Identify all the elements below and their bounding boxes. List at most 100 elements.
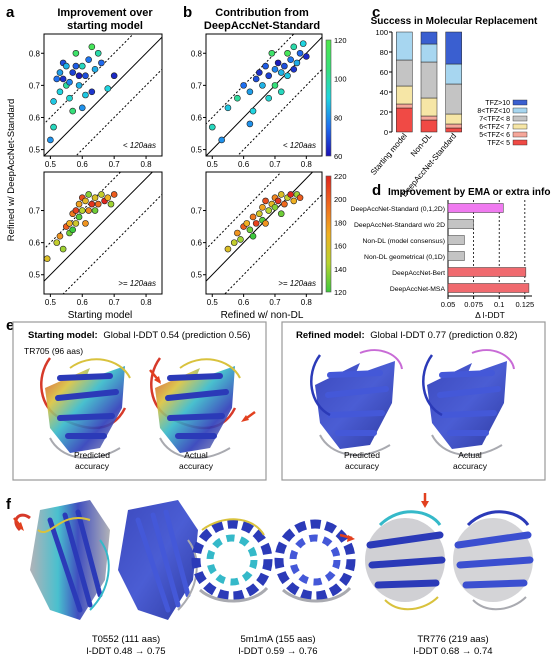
data-point — [234, 229, 241, 237]
legend-label: 5<TFZ< 6 — [479, 132, 510, 139]
data-point — [78, 62, 86, 70]
start-title-rest: Global l-DDT 0.54 (prediction 0.56) — [103, 330, 250, 341]
data-point — [240, 82, 247, 89]
data-point — [265, 207, 273, 214]
y-tick-label: 0.6 — [29, 239, 41, 248]
colorbar-bottom: 120 140 160 180 200 220 — [325, 172, 347, 297]
y-tick-label: 0.6 — [191, 239, 203, 248]
bar — [447, 267, 527, 277]
panel-letter-a: a — [6, 4, 15, 21]
stacked-bar-segment — [445, 123, 462, 129]
data-point — [88, 88, 96, 96]
x-tick-label: 0.8 — [140, 160, 152, 169]
data-point — [246, 226, 254, 234]
predicted-label-1: Predicted — [74, 450, 110, 460]
diagonal-line — [206, 36, 322, 156]
data-point — [107, 200, 115, 208]
data-point — [277, 191, 285, 198]
stacked-bar-segment — [396, 31, 413, 61]
data-point — [104, 194, 112, 201]
x-tick-label: 0.8 — [140, 298, 152, 307]
panel-a-title-line1: Improvement over — [57, 7, 153, 19]
actual-label-2: accuracy — [179, 461, 214, 471]
x-tick-label: 0.5 — [45, 298, 57, 307]
data-point — [82, 72, 89, 80]
legend-label: TFZ< 5 — [487, 140, 510, 147]
data-point — [262, 197, 269, 205]
size-annotation: >= 120aas — [118, 279, 156, 288]
category-label: Non-DL (model consensus) — [363, 238, 445, 245]
data-point — [277, 88, 285, 96]
panel-e-refined-box: Refined model: Global l-DDT 0.77 (predic… — [281, 321, 546, 481]
panel-a-ylabel: Refined w/ DeepAccNet-Standard — [6, 99, 17, 242]
start-title-bold: Starting model: — [28, 330, 98, 341]
data-point — [85, 56, 92, 63]
data-point — [91, 194, 99, 201]
data-point — [69, 69, 77, 76]
data-point — [66, 94, 73, 102]
panel-letter-d: d — [372, 182, 381, 199]
panel-d-title: Improvement by EMA or extra info — [388, 187, 550, 198]
bar — [447, 283, 530, 293]
data-point — [274, 59, 282, 67]
stacked-bar-segment — [396, 107, 413, 133]
x-tick-label: 0.6 — [77, 160, 89, 169]
data-point — [66, 78, 73, 86]
x-tick-label: 0.1 — [494, 300, 504, 309]
data-point — [296, 49, 304, 57]
size-annotation: >= 120aas — [278, 279, 316, 288]
y-tick-label: 100 — [375, 28, 388, 37]
data-point — [56, 232, 64, 240]
stacked-bar-segment — [445, 63, 462, 85]
category-label: DeepAccNet-Standard w/o 2D — [354, 222, 445, 229]
data-point — [88, 43, 96, 51]
data-point — [287, 56, 294, 63]
data-point — [82, 197, 89, 205]
legend-swatch — [512, 131, 528, 138]
data-point — [66, 220, 73, 227]
data-point — [287, 191, 294, 198]
data-point — [72, 220, 80, 227]
legend-label: 7<TFZ< 8 — [479, 116, 510, 123]
data-point — [78, 104, 86, 112]
y-tick-label: 0.6 — [29, 113, 41, 122]
data-point — [255, 210, 263, 218]
data-point — [277, 210, 285, 218]
points — [44, 191, 118, 262]
data-point — [56, 88, 64, 96]
data-point — [69, 226, 77, 234]
bar — [447, 219, 474, 229]
target-label: TR705 (96 aas) — [24, 346, 83, 356]
colorbar-tick-label: 200 — [334, 195, 347, 204]
arrow-icon — [13, 517, 24, 531]
data-point — [208, 123, 216, 131]
stacked-bar-segment — [420, 43, 438, 63]
refined-predicted-label-2: accuracy — [345, 461, 380, 471]
category-label: Non-DL — [409, 131, 434, 158]
scatter-a-bottom: 0.5 0.6 0.7 0.8 0.5 0.6 0.7 >= 120aas — [29, 171, 163, 307]
diagonal-line — [206, 172, 314, 282]
data-point — [271, 82, 279, 89]
data-point — [94, 49, 102, 57]
data-point — [224, 104, 232, 112]
x-tick-label: 0.6 — [77, 298, 89, 307]
stacked-bar-segment — [396, 59, 413, 87]
panel-letter-c: c — [372, 4, 380, 21]
panel-b-xlabel: Refined w/ non-DL — [221, 310, 304, 321]
data-point — [303, 53, 310, 60]
data-point — [290, 197, 298, 205]
data-point — [75, 213, 83, 221]
bar — [447, 251, 465, 261]
x-tick-label: 0.05 — [441, 300, 456, 309]
colorbar-tick-label: 160 — [334, 242, 347, 251]
stacked-bar-segment — [396, 85, 413, 105]
legend-swatch — [512, 107, 528, 114]
refined-predicted-label-1: Predicted — [344, 450, 380, 460]
y-tick-label: 20 — [380, 108, 388, 117]
points — [224, 191, 304, 253]
data-point — [88, 200, 96, 208]
stacked-bar-segment — [445, 113, 462, 125]
category-label: DeepAccNet-MSA — [390, 286, 446, 293]
protein-refined-predicted — [310, 349, 403, 457]
